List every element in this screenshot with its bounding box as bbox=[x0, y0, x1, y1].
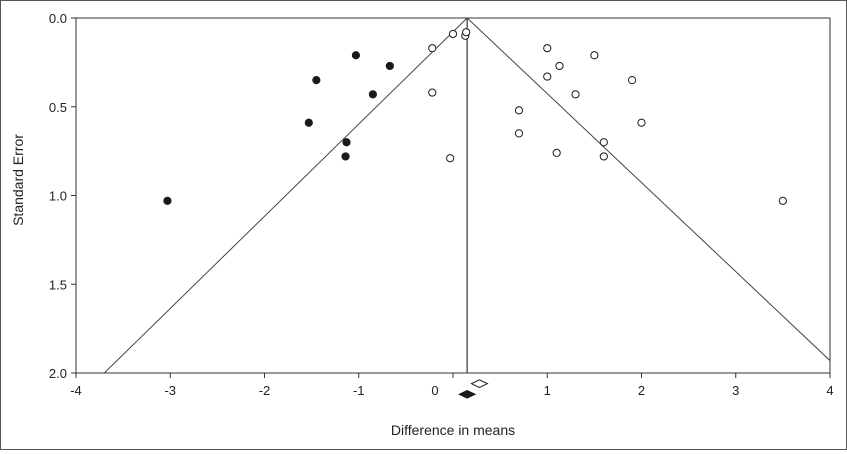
open-study-point bbox=[590, 51, 599, 60]
open-study-point bbox=[543, 44, 552, 53]
y-tick-label: 1.0 bbox=[49, 189, 67, 204]
open-study-point bbox=[599, 152, 608, 161]
x-tick-label: 0 bbox=[431, 383, 438, 398]
x-axis: -4 -3 -2 -1 0 1 2 3 4 bbox=[70, 373, 834, 398]
filled-study-point bbox=[368, 90, 377, 99]
y-axis: 0.0 0.5 1.0 1.5 2.0 bbox=[49, 11, 76, 381]
x-tick-label: 2 bbox=[638, 383, 645, 398]
observed-summary-diamond bbox=[470, 379, 489, 389]
x-tick-label: 1 bbox=[544, 383, 551, 398]
open-study-point bbox=[555, 61, 564, 71]
summary-markers bbox=[457, 379, 489, 399]
y-tick-label: 0.0 bbox=[49, 11, 67, 26]
open-study-point bbox=[571, 90, 580, 99]
filled-study-point bbox=[163, 196, 172, 205]
plot-area bbox=[75, 17, 831, 374]
open-study-point bbox=[778, 196, 787, 205]
filled-study-point bbox=[385, 61, 394, 71]
y-tick-label: 1.5 bbox=[49, 277, 67, 292]
open-study-point bbox=[514, 129, 524, 138]
filled-study-point bbox=[341, 152, 350, 161]
study-points bbox=[163, 28, 787, 205]
open-study-point bbox=[448, 29, 458, 39]
y-tick-label: 0.5 bbox=[49, 100, 67, 115]
x-tick-label: 3 bbox=[732, 383, 739, 398]
filled-study-point bbox=[351, 51, 361, 60]
x-tick-label: -1 bbox=[353, 383, 365, 398]
open-study-point bbox=[552, 148, 561, 157]
open-study-point bbox=[462, 28, 471, 37]
y-tick-label: 2.0 bbox=[49, 366, 67, 381]
open-study-point bbox=[428, 44, 437, 53]
x-tick-label: -3 bbox=[164, 383, 176, 398]
funnel-line-0 bbox=[103, 18, 468, 373]
x-tick-label: -2 bbox=[259, 383, 271, 398]
x-tick-label: 4 bbox=[826, 383, 833, 398]
open-study-point bbox=[627, 76, 637, 85]
open-study-point bbox=[599, 138, 608, 147]
filled-study-point bbox=[312, 76, 321, 85]
open-study-point bbox=[543, 72, 552, 81]
filled-study-point bbox=[342, 138, 351, 147]
filled-study-point bbox=[304, 118, 313, 127]
open-study-point bbox=[637, 118, 646, 127]
y-axis-title: Standard Error bbox=[10, 134, 26, 226]
open-study-point bbox=[446, 154, 455, 163]
open-study-point bbox=[428, 88, 437, 97]
adjusted-summary-diamond bbox=[457, 389, 477, 399]
open-study-point bbox=[514, 106, 524, 115]
funnel-lines bbox=[103, 18, 830, 373]
x-tick-label: -4 bbox=[70, 383, 82, 398]
funnel-line-1 bbox=[466, 18, 830, 361]
x-axis-title: Difference in means bbox=[391, 422, 515, 438]
